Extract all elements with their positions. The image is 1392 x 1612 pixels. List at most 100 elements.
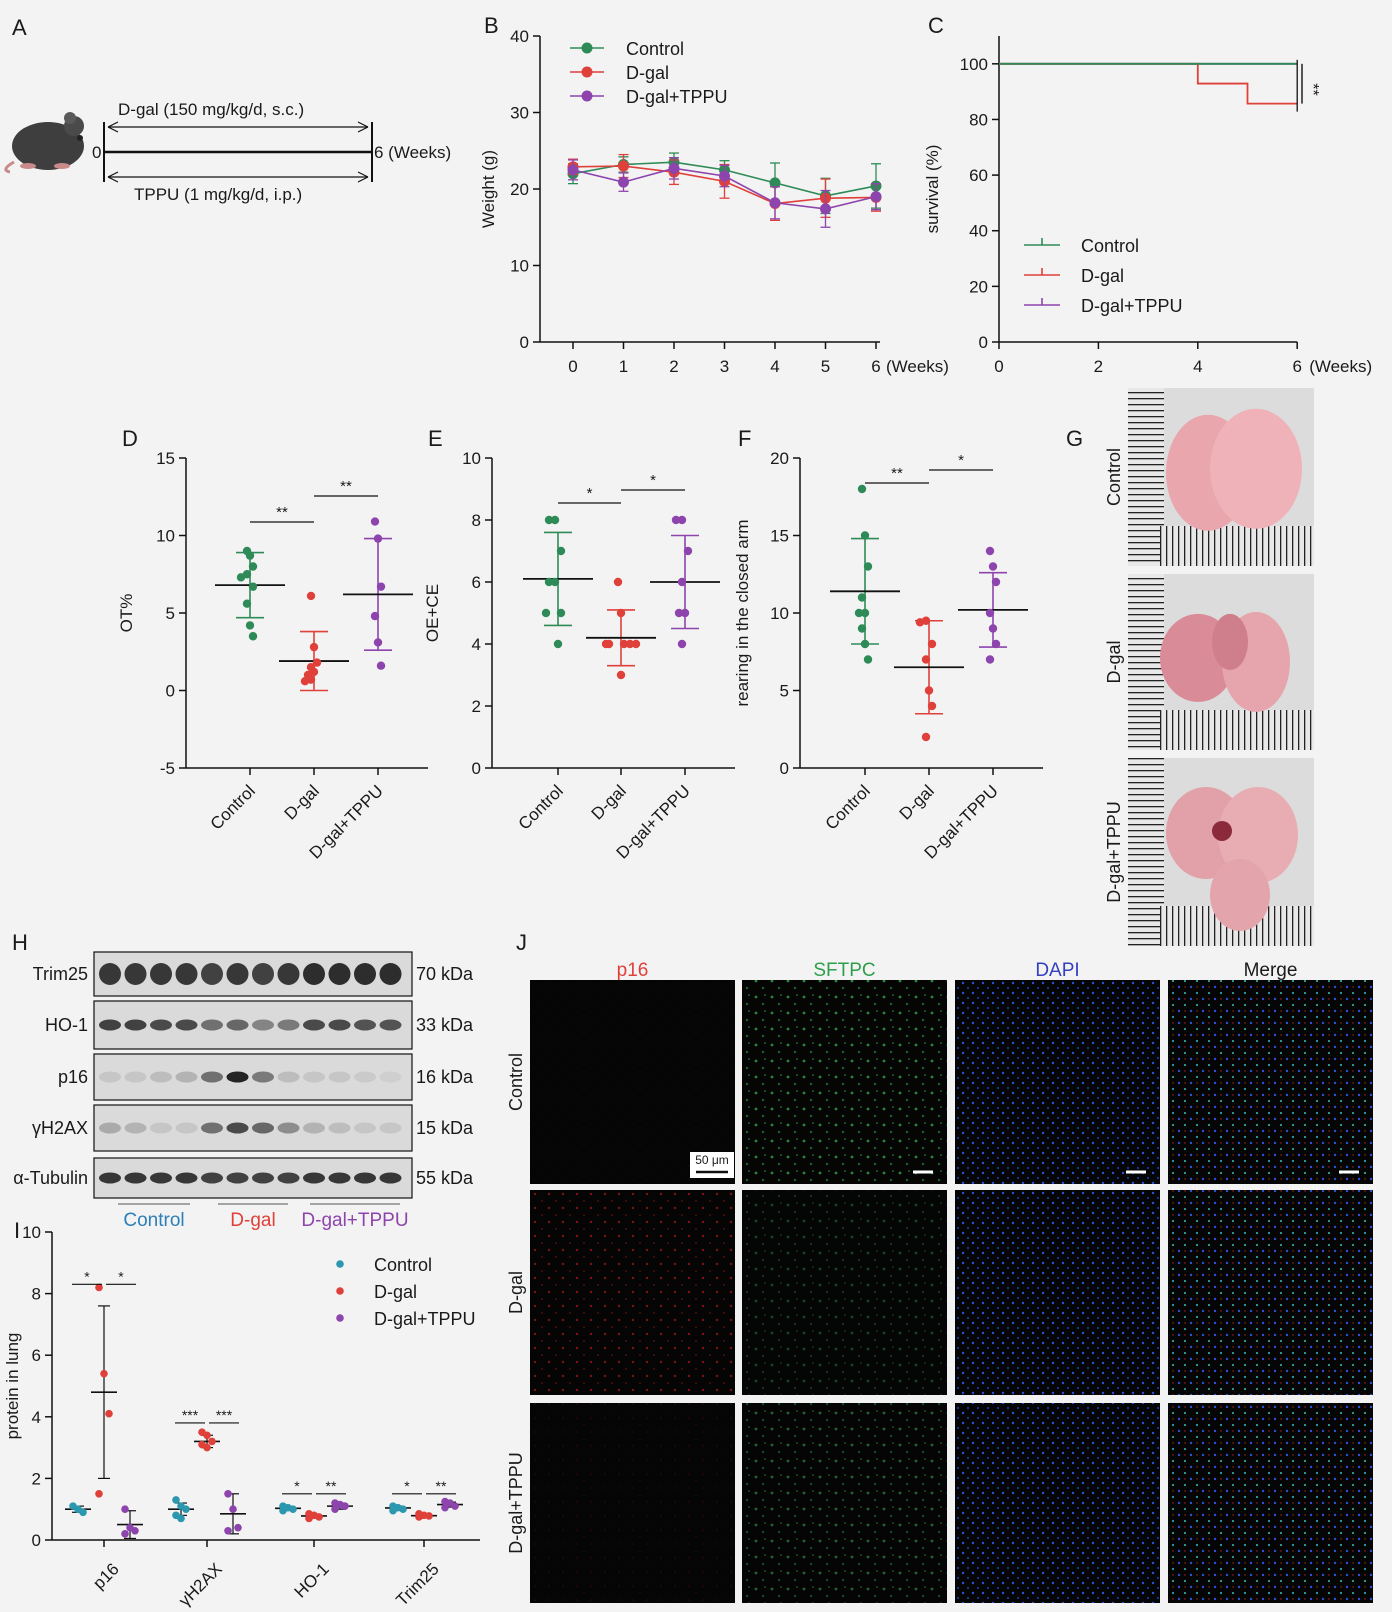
x-tick-label: 5: [821, 357, 830, 376]
data-point: [331, 1505, 339, 1513]
blot-band: [124, 1172, 147, 1184]
y-tick-label: 30: [510, 104, 529, 123]
y-axis-label: OT%: [117, 594, 136, 633]
row-label-D-gal+TPPU: D-gal+TPPU: [1104, 801, 1124, 903]
data-point: [991, 639, 1001, 649]
scale-bar-label: 50 μm: [695, 1153, 729, 1167]
y-tick-label: 4: [472, 635, 481, 654]
significance-label: *: [650, 472, 656, 489]
blot-label: p16: [58, 1067, 88, 1087]
y-tick-label: 10: [22, 1223, 41, 1242]
column-label-SFTPC: SFTPC: [813, 960, 875, 981]
x-unit-label: (Weeks): [1309, 357, 1372, 376]
y-tick-label: 40: [969, 222, 988, 241]
blot-band: [379, 1071, 402, 1083]
blot-band: [379, 1122, 402, 1134]
y-tick-label: 2: [472, 697, 481, 716]
dgal-dose-label: D-gal (150 mg/kg/d, s.c.): [118, 100, 304, 119]
data-point: [229, 1505, 237, 1513]
y-tick-label: 100: [960, 55, 988, 74]
column-label-p16: p16: [617, 960, 649, 981]
data-point: [680, 608, 690, 618]
blot-band: [201, 1071, 223, 1083]
data-point: [376, 582, 386, 591]
row-label-D-gal: D-gal: [1104, 640, 1124, 683]
data-point: [79, 1508, 87, 1517]
blot-band: [277, 1172, 300, 1184]
micrograph-signal: [742, 980, 947, 1184]
data-point: [567, 164, 579, 176]
blot-band: [252, 963, 274, 985]
panel-f-rearing-chart: 0 5 10 15 20 rearing in the closed arm Control…: [733, 449, 1043, 863]
data-point: [544, 577, 554, 587]
data-point: [131, 1526, 139, 1535]
lung-lobe: [1210, 858, 1270, 931]
blot-band: [252, 1019, 274, 1031]
blot-band: [99, 1019, 121, 1031]
y-axis-label: OE+CE: [423, 584, 442, 642]
data-point: [245, 551, 255, 560]
micrograph-signal: [742, 1403, 947, 1603]
blot-band: [303, 1019, 325, 1031]
micrograph-signal: [955, 1403, 1160, 1603]
blot-band: [175, 1122, 198, 1134]
panel-h-western-blot: Trim25 70 kDa HO-1 33 kDa p16 16 kDa γH2AX 15 k…: [13, 951, 474, 1231]
data-point: [857, 484, 867, 494]
mouse-icon: [4, 112, 84, 174]
blot-band: [277, 1122, 300, 1134]
significance-label: *: [84, 1268, 90, 1284]
blot-band: [328, 1071, 351, 1083]
blot-band: [226, 1122, 249, 1134]
data-point: [631, 639, 641, 649]
blot-band: [99, 1172, 121, 1184]
legend-label: D-gal: [374, 1282, 417, 1302]
y-tick-label: 5: [780, 682, 789, 701]
x-tick-label: D-gal: [281, 781, 323, 823]
micrograph-signal: [530, 1190, 735, 1395]
blot-band: [175, 1019, 198, 1031]
blot-label: γH2AX: [32, 1118, 88, 1138]
column-label-DAPI: DAPI: [1035, 960, 1079, 981]
data-point: [300, 677, 310, 686]
significance-label: **: [326, 1478, 337, 1494]
data-point: [370, 517, 380, 526]
panel-letter-i: I: [14, 1218, 20, 1243]
y-tick-label: 20: [510, 180, 529, 199]
data-point: [121, 1505, 129, 1513]
y-tick-label: 0: [979, 333, 988, 352]
lung-lesion: [1212, 820, 1232, 841]
micrograph-signal: [955, 980, 1160, 1184]
data-point: [863, 562, 873, 571]
group-label-D-gal: D-gal: [230, 1210, 275, 1231]
blot-band: [354, 1019, 376, 1031]
significance-label: **: [276, 504, 288, 521]
blot-band: [303, 1071, 325, 1083]
blot-band: [354, 1172, 376, 1184]
blot-band: [201, 1019, 223, 1031]
data-point: [860, 531, 870, 540]
x-tick-label: D-gal: [896, 781, 938, 823]
lung-lobe: [1212, 613, 1248, 670]
data-point: [719, 170, 730, 182]
blot-band: [150, 963, 172, 985]
data-point: [544, 515, 554, 525]
row-label-Control: Control: [1104, 448, 1124, 506]
kda-label: 33 kDa: [416, 1015, 474, 1035]
data-point: [248, 562, 258, 571]
data-point: [820, 203, 831, 215]
data-point: [312, 658, 322, 667]
y-tick-label: 10: [770, 604, 789, 623]
blot-label: HO-1: [45, 1015, 88, 1035]
data-point: [618, 160, 629, 172]
data-point: [625, 639, 635, 649]
blot-band: [354, 1071, 376, 1083]
legend-label: Control: [1081, 236, 1139, 256]
data-point: [242, 599, 252, 608]
y-axis-label: rearing in the closed arm: [733, 519, 752, 706]
data-point: [674, 608, 684, 618]
blot-label: α-Tubulin: [13, 1168, 88, 1188]
data-point: [373, 534, 383, 543]
